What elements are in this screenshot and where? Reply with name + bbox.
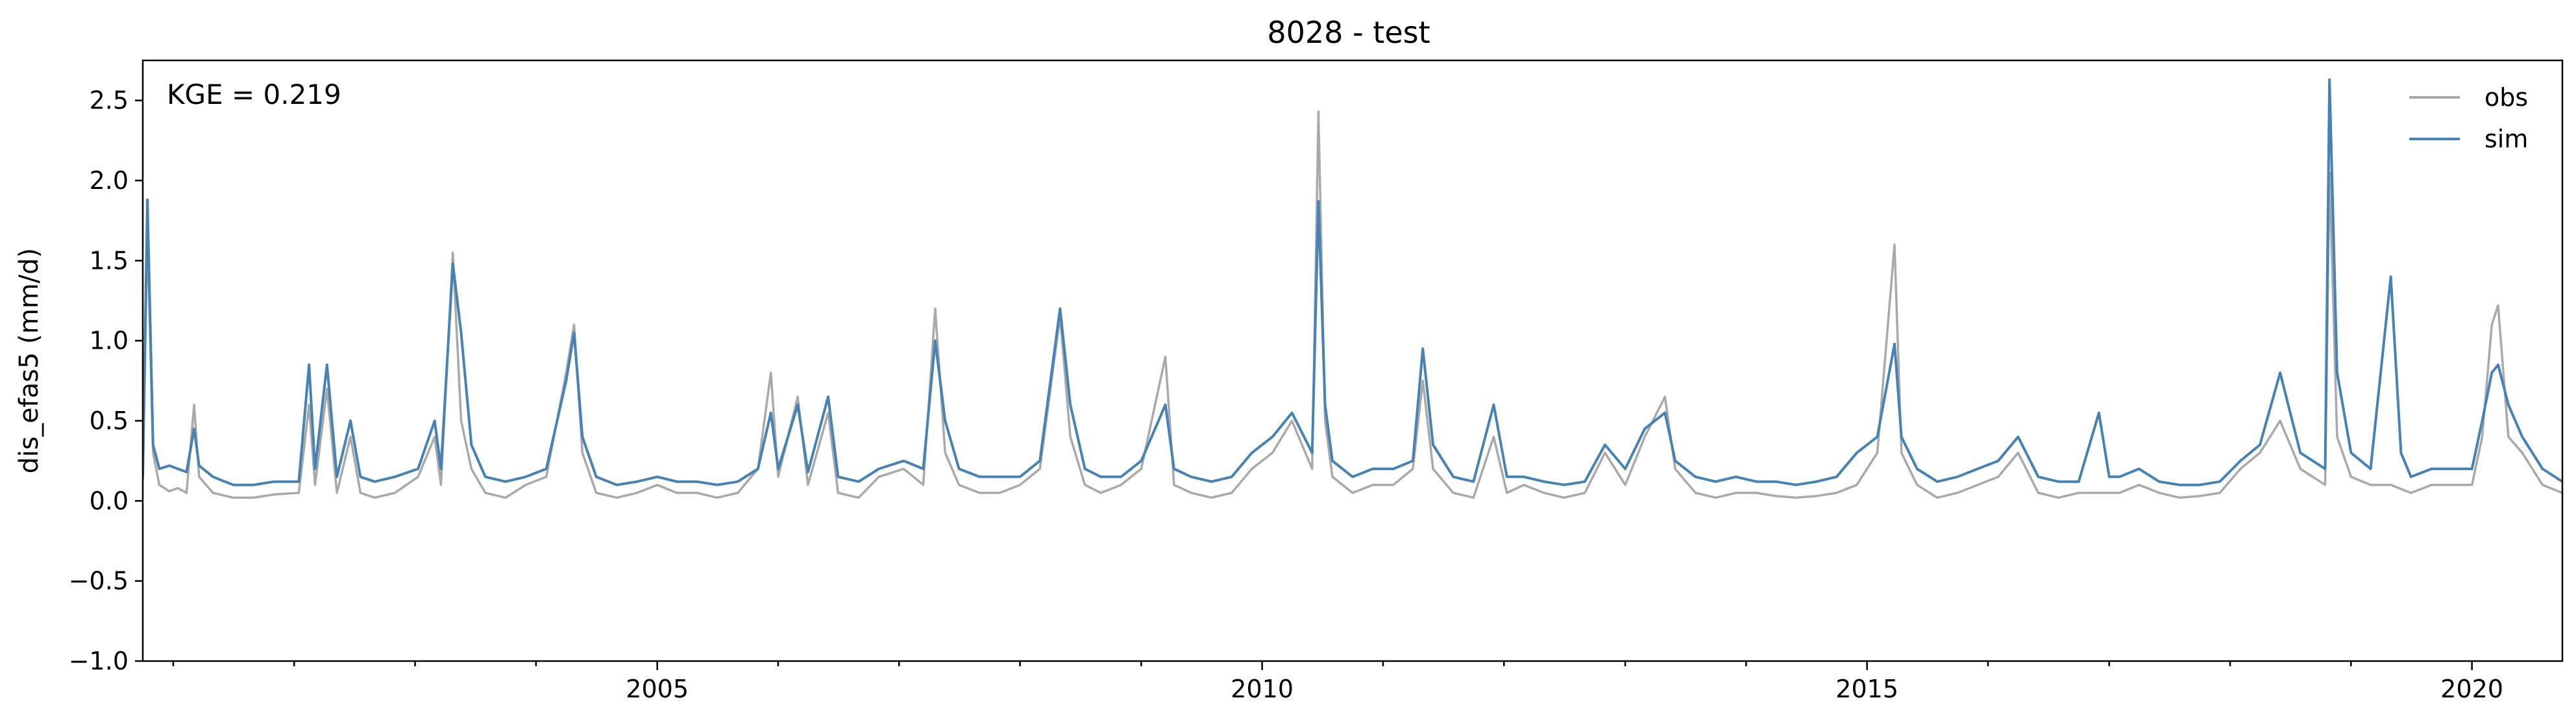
y-axis: −1.0 −0.5 0.0 0.5 1.0 1.5 2.0 2.5	[69, 86, 143, 675]
x-tick-label: 2015	[1835, 675, 1898, 703]
legend: obs sim	[2409, 83, 2528, 153]
legend-label-sim: sim	[2484, 125, 2528, 153]
y-tick-label: 2.0	[90, 166, 129, 195]
kge-annotation: KGE = 0.219	[167, 79, 341, 110]
y-tick-label: −1.0	[69, 647, 129, 675]
y-tick-label: 0.5	[90, 407, 129, 435]
plot-frame	[141, 59, 2564, 662]
y-tick-label: 1.5	[90, 246, 129, 275]
x-tick-label: 2020	[2440, 675, 2503, 703]
y-tick-label: 2.5	[90, 86, 129, 115]
y-tick-label: −0.5	[69, 567, 129, 595]
y-axis-label: dis_efas5 (mm/d)	[14, 248, 44, 474]
x-tick-label: 2005	[626, 675, 689, 703]
x-tick-label: 2010	[1231, 675, 1294, 703]
plot-area	[141, 59, 2564, 662]
y-tick-label: 1.0	[90, 327, 129, 355]
y-tick-label: 0.0	[90, 486, 129, 515]
series-line-sim	[143, 78, 2562, 486]
x-axis: 2005 2010 2015 2020	[172, 661, 2503, 703]
chart-title: 8028 - test	[1267, 15, 1430, 50]
series-line-obs	[143, 110, 2562, 499]
legend-label-obs: obs	[2484, 83, 2528, 112]
